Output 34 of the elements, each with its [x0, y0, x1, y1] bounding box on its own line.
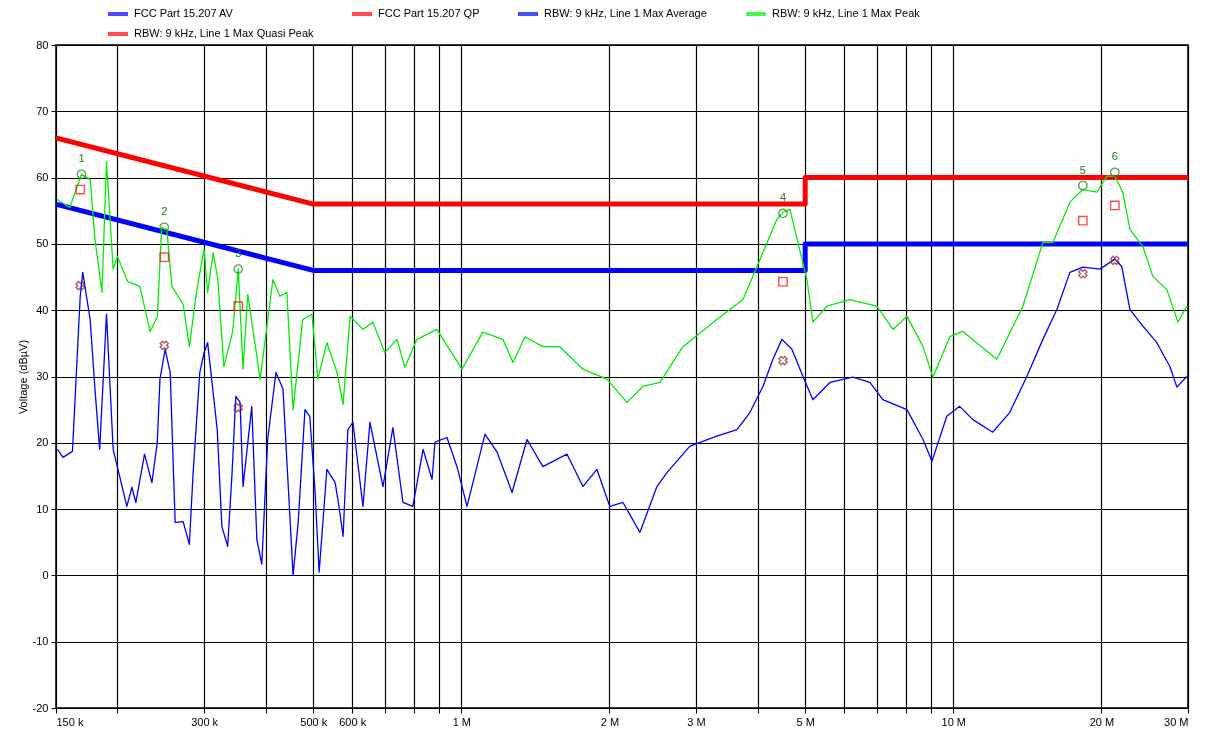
y-tick-label: -10 — [32, 635, 49, 648]
x-tick-label: 500 k — [300, 715, 328, 728]
x-tick-label: 300 k — [191, 715, 219, 728]
y-tick-label: 50 — [36, 237, 49, 250]
legend-label: RBW: 9 kHz, Line 1 Max Peak — [772, 7, 921, 19]
y-tick-label: 70 — [36, 104, 49, 117]
y-tick-label: 40 — [36, 303, 49, 316]
y-tick-label: 20 — [36, 436, 49, 449]
annotation: 6 — [1111, 150, 1118, 163]
x-tick-label: 600 k — [339, 715, 367, 728]
annotation: 2 — [161, 205, 168, 218]
y-tick-label: 10 — [36, 502, 49, 515]
legend-label: FCC Part 15.207 AV — [134, 7, 234, 19]
y-axis-title: Voltage (dBµV) — [16, 339, 29, 415]
x-tick-label: 2 M — [600, 715, 620, 728]
legend-label: RBW: 9 kHz, Line 1 Max Average — [544, 7, 707, 19]
x-tick-label: 1 M — [452, 715, 471, 728]
x-tick-label: 3 M — [687, 715, 706, 728]
x-tick-label: 5 M — [796, 715, 815, 728]
x-tick-label: 150 k — [56, 715, 84, 728]
annotation: 1 — [78, 152, 85, 165]
y-tick-label: 60 — [36, 171, 49, 184]
legend-label: FCC Part 15.207 QP — [378, 7, 480, 19]
annotation: 5 — [1079, 163, 1086, 176]
annotation: 3 — [235, 247, 242, 260]
y-tick-label: 30 — [36, 370, 49, 382]
x-tick-label: 10 M — [941, 715, 967, 728]
legend-label: RBW: 9 kHz, Line 1 Max Quasi Peak — [134, 27, 315, 39]
y-tick-label: 0 — [42, 568, 49, 581]
x-tick-label: 30 M — [1164, 715, 1189, 728]
x-tick-label: 20 M — [1089, 715, 1115, 728]
y-tick-label: -20 — [32, 701, 49, 714]
y-tick-label: 80 — [36, 38, 49, 51]
annotation: 4 — [779, 191, 787, 204]
